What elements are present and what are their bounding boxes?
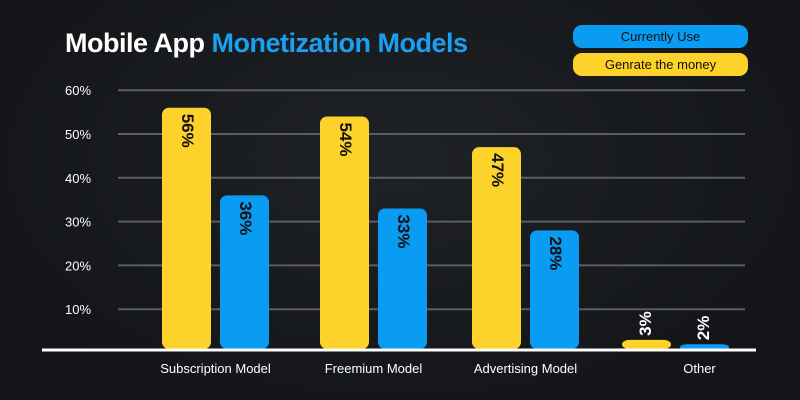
y-tick-label: 50% <box>65 127 91 142</box>
y-tick-label: 60% <box>65 83 91 98</box>
bar <box>320 116 369 349</box>
bar-value-label: 3% <box>636 311 655 336</box>
bar <box>220 195 269 349</box>
y-tick-label: 30% <box>65 215 91 230</box>
bar-value-label: 36% <box>236 201 255 235</box>
y-tick-label: 40% <box>65 171 91 186</box>
bar-value-label: 33% <box>394 214 413 248</box>
y-tick-label: 10% <box>65 302 91 317</box>
x-category-label: Freemium Model <box>325 361 423 376</box>
bar-value-label: 56% <box>178 114 197 148</box>
bar-value-label: 2% <box>694 316 713 341</box>
bar <box>378 208 427 349</box>
bar <box>530 230 579 349</box>
x-category-label: Other <box>683 361 716 376</box>
x-category-label: Subscription Model <box>160 361 271 376</box>
title-part-white: Mobile App <box>65 28 205 58</box>
bar <box>622 339 671 349</box>
x-category-label: Advertising Model <box>474 361 577 376</box>
chart-title: Mobile App Monetization Models <box>65 28 468 59</box>
bar-value-label: 54% <box>336 122 355 156</box>
title-part-blue: Monetization Models <box>211 28 469 58</box>
legend-generate-money: Genrate the money <box>573 53 748 76</box>
bar <box>472 147 521 349</box>
bar-value-label: 28% <box>546 236 565 270</box>
y-tick-label: 20% <box>65 258 91 273</box>
legend-currently-use: Currently Use <box>573 25 748 48</box>
bar-value-label: 47% <box>488 153 507 187</box>
bar <box>162 107 211 349</box>
